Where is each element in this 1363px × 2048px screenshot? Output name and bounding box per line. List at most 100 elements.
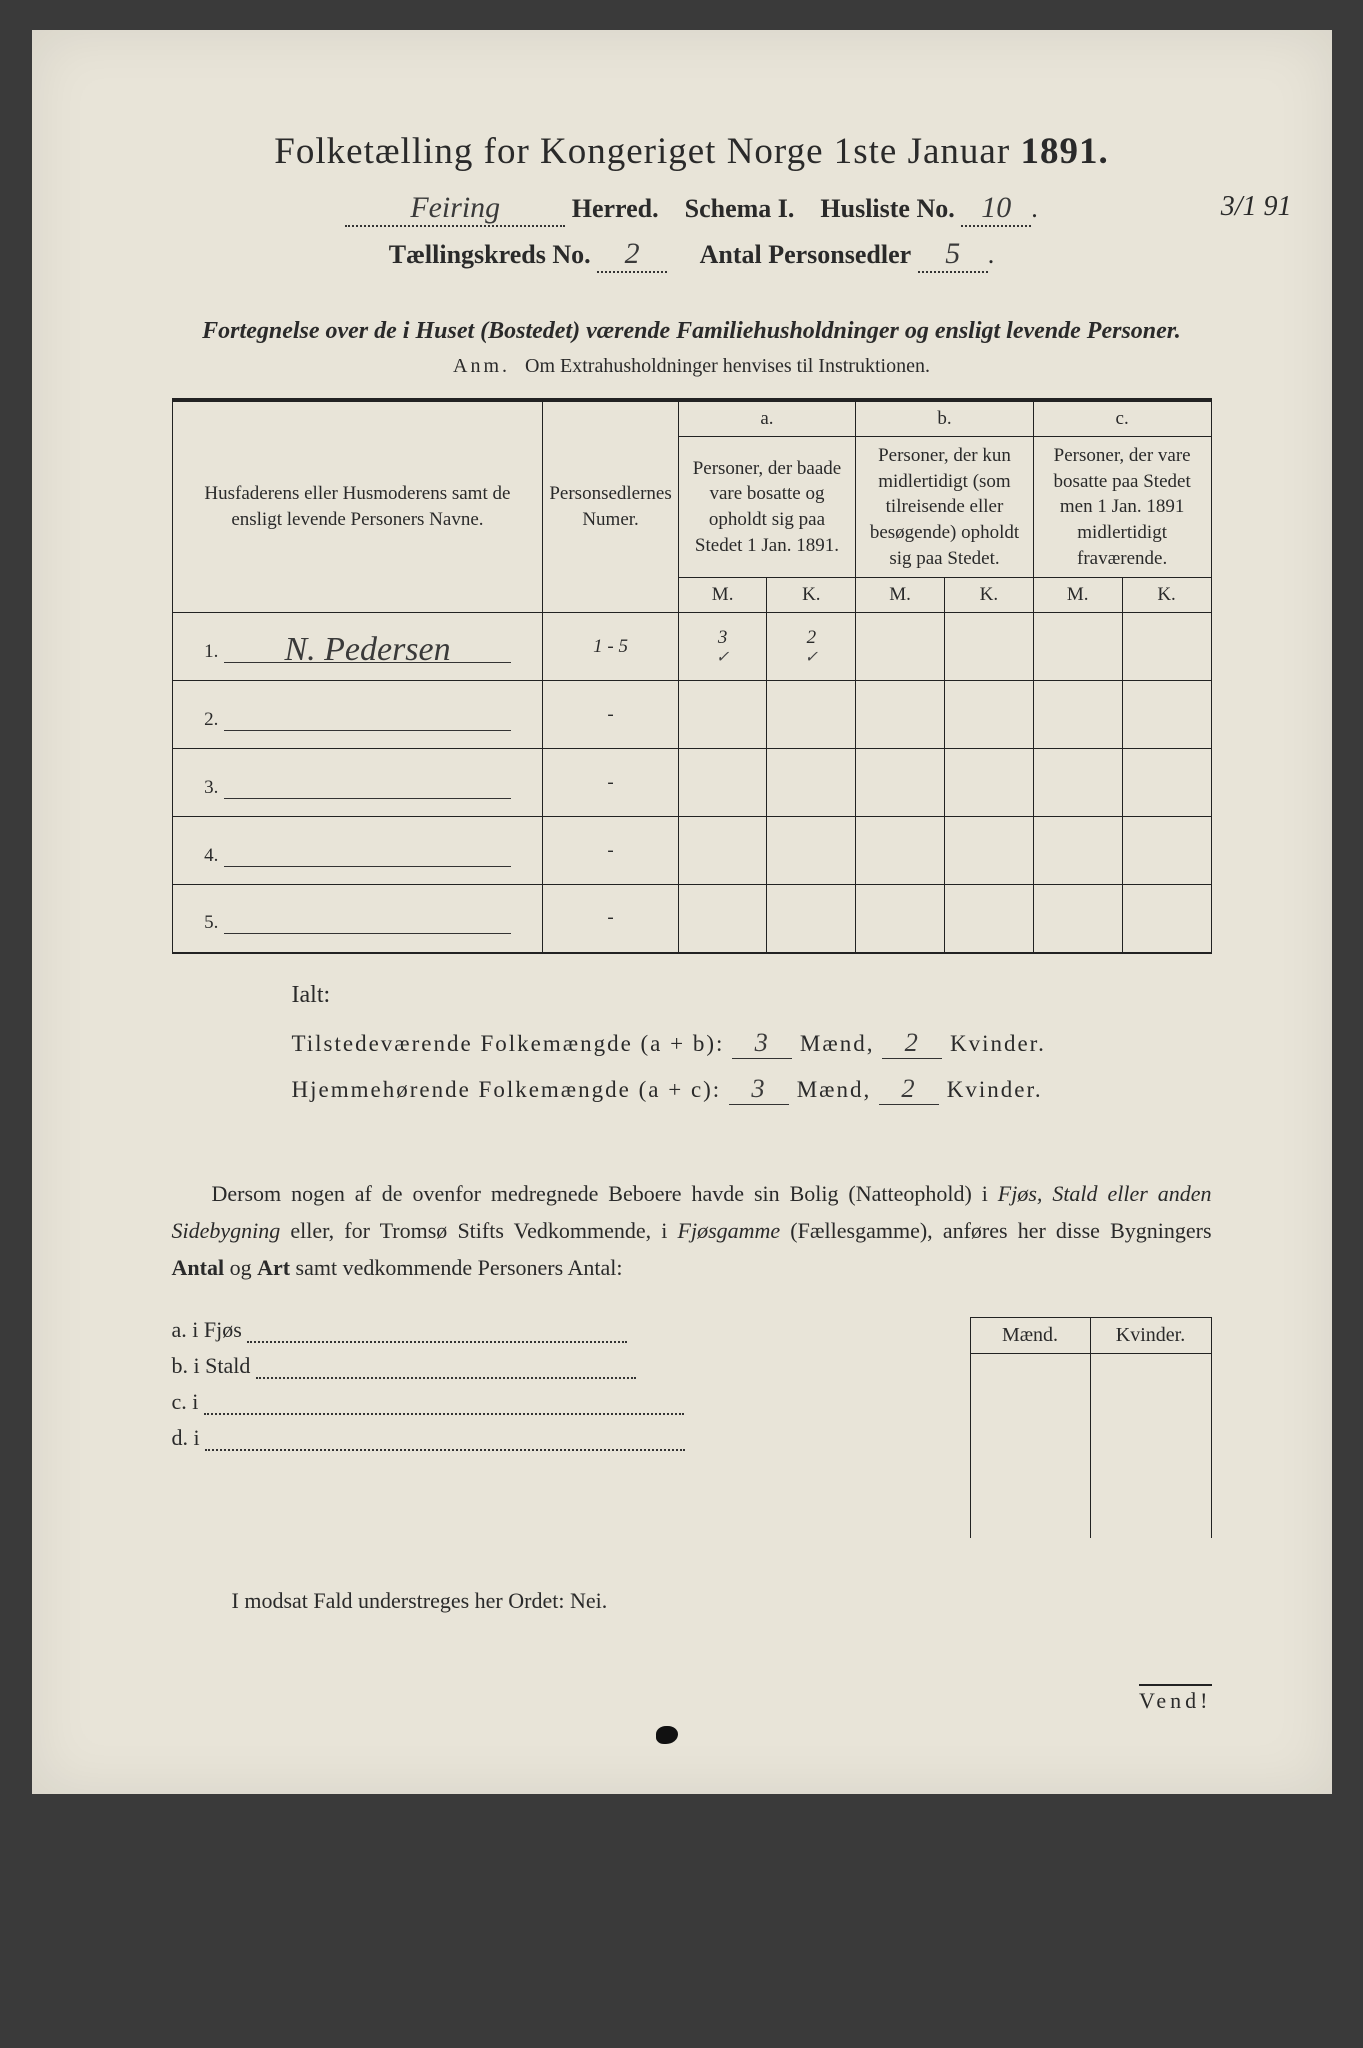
table-row: 3.-	[172, 749, 1211, 817]
row-number: 5.	[204, 912, 218, 933]
c-k: K.	[1122, 578, 1211, 613]
section-a-label: a.	[678, 400, 855, 437]
row-name-value	[224, 835, 510, 867]
para-mid: eller, for Tromsø Stifts Vedkommende, i	[280, 1218, 677, 1243]
a-m: M.	[678, 578, 767, 613]
mk-cell	[1033, 613, 1122, 681]
row-name-value	[224, 767, 510, 799]
mk-cell	[1122, 885, 1211, 953]
totals-line-1: Tilstedeværende Folkemængde (a + b): 3 M…	[292, 1027, 1212, 1059]
mk-cell	[945, 749, 1034, 817]
ob-row-type: Fjøs	[204, 1317, 247, 1342]
outbuilding-paragraph: Dersom nogen af de ovenfor medregnede Be…	[172, 1175, 1212, 1287]
section-b-desc: Personer, der kun midlertidigt (som tilr…	[856, 437, 1034, 578]
mk-cell	[678, 817, 767, 885]
row-name-value: N. Pedersen	[224, 631, 510, 663]
mk-cell	[856, 749, 945, 817]
mk-cell	[1033, 681, 1122, 749]
mk-maend-col: Mænd.	[971, 1318, 1091, 1538]
main-table: Husfaderens eller Husmoderens samt de en…	[172, 398, 1212, 954]
l1-label: Tilstedeværende Folkemængde (a + b):	[292, 1031, 725, 1056]
outbuilding-row: d. i	[172, 1425, 970, 1451]
mk-cell	[1033, 817, 1122, 885]
header-row-1: Feiring Herred. Schema I. Husliste No. 1…	[172, 191, 1212, 227]
kvinder-2: Kvinder.	[947, 1077, 1043, 1102]
maend-2: Mænd,	[797, 1077, 872, 1102]
para-paren: (Fællesgamme), anføres her disse Bygning…	[780, 1218, 1211, 1243]
outbuilding-table: a. i Fjøs b. i Stald c. i d. i Mænd. Kvi…	[172, 1317, 1212, 1538]
outbuilding-row: c. i	[172, 1389, 970, 1415]
mk-cell	[1033, 885, 1122, 953]
mk-cell	[767, 817, 856, 885]
row-name-cell: 4.	[172, 817, 543, 885]
tick-mark: ✓	[773, 647, 849, 667]
section-b-label: b.	[856, 400, 1034, 437]
table-row: 2. -	[172, 681, 1211, 749]
mk-cell	[856, 681, 945, 749]
kreds-label: Tællingskreds No.	[389, 240, 591, 269]
row-sedler-num: 1 - 5	[543, 613, 678, 681]
outbuilding-row: b. i Stald	[172, 1353, 970, 1379]
l2-label: Hjemmehørende Folkemængde (a + c):	[292, 1077, 722, 1102]
ialt-label: Ialt:	[292, 982, 1212, 1009]
totals-block: Ialt: Tilstedeværende Folkemængde (a + b…	[292, 982, 1212, 1105]
mk-maend-head: Mænd.	[971, 1318, 1090, 1354]
ob-row-i: i	[192, 1389, 198, 1414]
row-sedler-num: -	[543, 681, 678, 749]
kvinder-1: Kvinder.	[950, 1031, 1046, 1056]
row-number: 2.	[204, 709, 218, 730]
herred-value: Feiring	[345, 191, 565, 227]
mk-cell	[856, 613, 945, 681]
mk-cell	[1122, 749, 1211, 817]
ink-blot	[656, 1726, 678, 1744]
schema-label: Schema I.	[685, 194, 795, 223]
mk-cell	[945, 885, 1034, 953]
kreds-value: 2	[597, 237, 667, 273]
mk-cell	[678, 885, 767, 953]
ob-row-label: d.	[172, 1425, 194, 1450]
row-sedler-num: -	[543, 885, 678, 953]
col-num-header: Personsedlernes Numer.	[543, 400, 678, 613]
table-row: 4. -	[172, 817, 1211, 885]
row-sedler-num: -	[543, 817, 678, 885]
c-m: M.	[1033, 578, 1122, 613]
tick-mark: ✓	[685, 647, 761, 667]
row-name-value	[224, 902, 510, 934]
row-name-cell: 1. N. Pedersen	[172, 613, 543, 681]
row-number: 4.	[204, 845, 218, 866]
dotted-line	[204, 1403, 684, 1415]
mk-cell	[1033, 749, 1122, 817]
row-number: 1.	[204, 641, 218, 662]
ob-row-label: a.	[172, 1317, 193, 1342]
table-row: 1.N. Pedersen1 - 53✓2✓	[172, 613, 1211, 681]
intro-text: Fortegnelse over de i Huset (Bostedet) v…	[172, 313, 1212, 349]
modsat-line: I modsat Fald understreges her Ordet: Ne…	[172, 1588, 1212, 1614]
title-text: Folketælling for Kongeriget Norge 1ste J…	[274, 131, 1010, 172]
antal-label: Antal Personsedler	[700, 240, 912, 269]
mk-cell	[945, 681, 1034, 749]
anm-text: Om Extrahusholdninger henvises til Instr…	[525, 355, 930, 377]
mk-cell	[945, 817, 1034, 885]
husliste-label: Husliste No.	[820, 194, 954, 223]
l2-m: 3	[729, 1073, 789, 1105]
dotted-line	[256, 1367, 636, 1379]
antal-value: 5	[918, 237, 988, 273]
mk-cell: 3✓	[678, 613, 767, 681]
mk-box: Mænd. Kvinder.	[970, 1317, 1212, 1538]
row-name-cell: 3.	[172, 749, 543, 817]
para-bold1: Antal	[172, 1255, 225, 1280]
mk-cell	[1122, 817, 1211, 885]
col-names-header: Husfaderens eller Husmoderens samt de en…	[172, 400, 543, 613]
mk-kvinder-head: Kvinder.	[1091, 1318, 1211, 1354]
para-tail: samt vedkommende Personers Antal:	[290, 1255, 622, 1280]
mk-cell	[767, 681, 856, 749]
b-m: M.	[856, 578, 945, 613]
row-name-value	[224, 699, 510, 731]
l1-k: 2	[882, 1027, 942, 1059]
page-title: Folketælling for Kongeriget Norge 1ste J…	[172, 130, 1212, 173]
ob-row-i: i	[194, 1425, 200, 1450]
mk-cell	[767, 885, 856, 953]
para-and: og	[224, 1255, 257, 1280]
para-ital2: Fjøsgamme	[678, 1218, 781, 1243]
b-k: K.	[945, 578, 1034, 613]
